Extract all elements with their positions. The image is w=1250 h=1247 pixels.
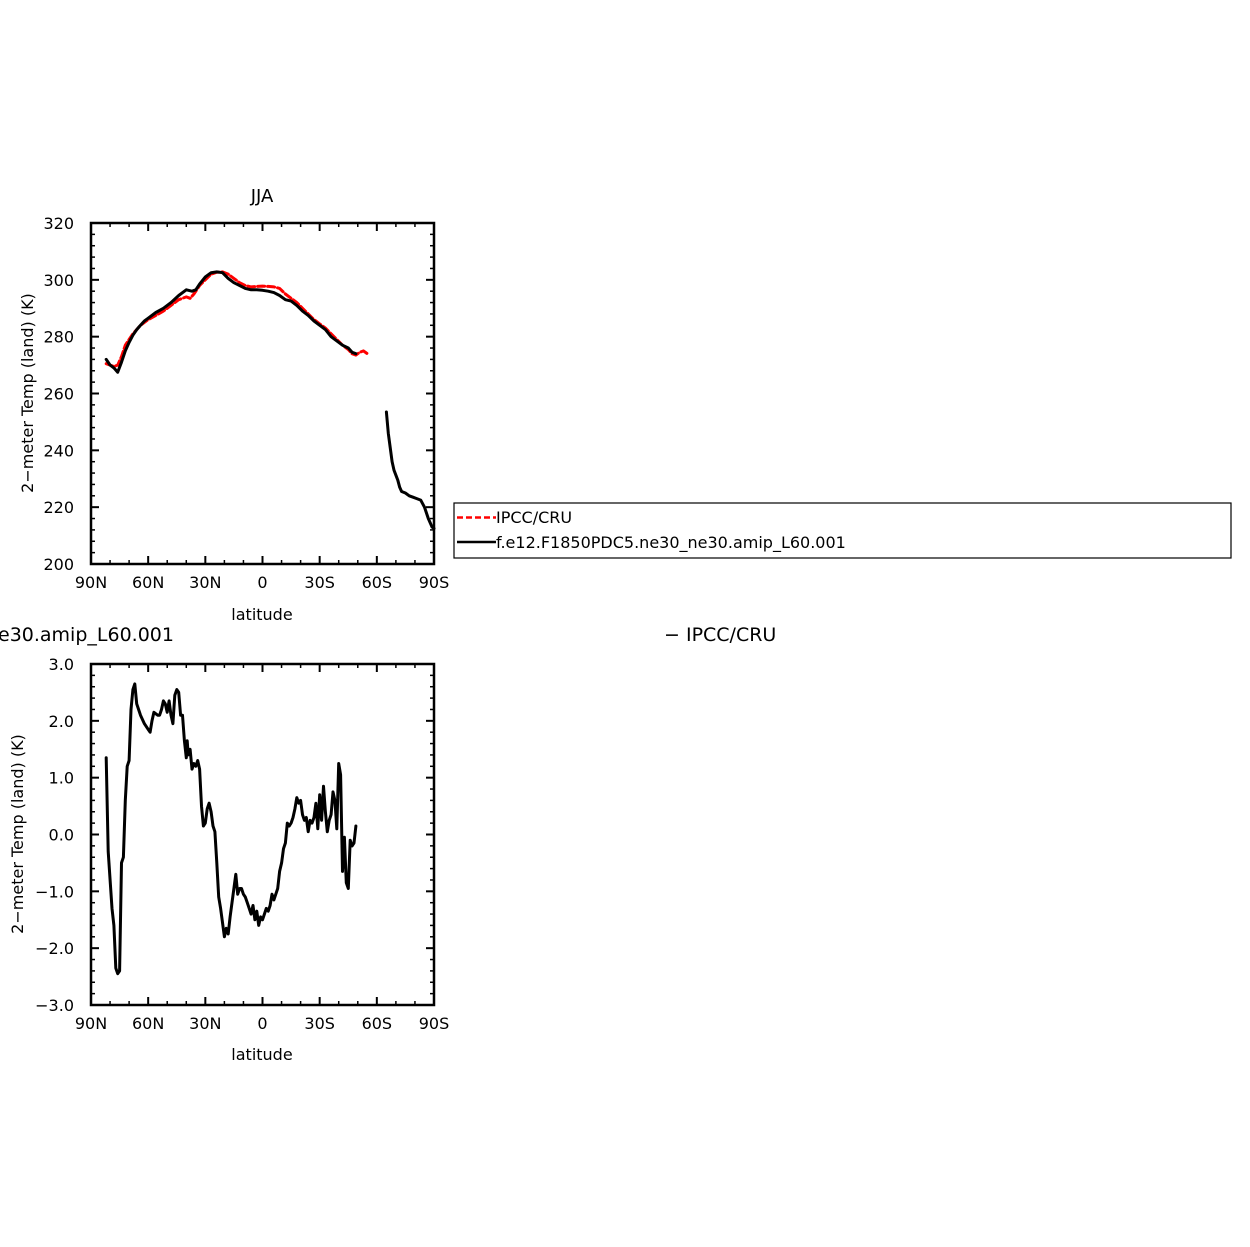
bottom-panel-title-right: − IPCC/CRU <box>664 624 776 646</box>
x-tick-label: 30N <box>189 573 221 592</box>
series-line-0-1 <box>384 410 436 530</box>
legend-label-ipcc: IPCC/CRU <box>496 508 572 527</box>
y-tick-label: 220 <box>43 498 74 517</box>
y-tick-label: 2.0 <box>49 712 74 731</box>
bottom-panel: e30.amip_L60.001 − IPCC/CRU 90N 60N 30N 0 30… <box>0 624 776 1064</box>
y-tick-label: 260 <box>43 385 74 404</box>
x-tick-label: 30S <box>304 1014 335 1033</box>
legend-box <box>453 502 1232 559</box>
x-tick-label: 60N <box>132 1014 164 1033</box>
y-tick-label: 1.0 <box>49 769 74 788</box>
y-tick-label: 300 <box>43 271 74 290</box>
x-tick-label: 30N <box>189 1014 221 1033</box>
x-tick-label: 0 <box>257 573 267 592</box>
y-tick-label: −1.0 <box>35 882 74 901</box>
top-panel-title: JJA <box>250 186 274 207</box>
top-x-axis-label: latitude <box>231 605 292 624</box>
legend: IPCC/CRU f.e12.F1850PDC5.ne30_ne30.amip_… <box>453 502 1232 559</box>
y-tick-label: 0.0 <box>49 826 74 845</box>
y-tick-label: 240 <box>43 441 74 460</box>
series-line-0-1 <box>104 270 358 374</box>
x-tick-label: 60N <box>132 573 164 592</box>
y-tick-label: 320 <box>43 214 74 233</box>
y-tick-label: 200 <box>43 555 74 574</box>
top-y-axis-label: 2−meter Temp (land) (K) <box>18 293 37 493</box>
x-tick-label: 90S <box>419 573 450 592</box>
y-tick-label: 280 <box>43 328 74 347</box>
series-line-1-0 <box>104 682 358 976</box>
x-tick-label: 90S <box>419 1014 450 1033</box>
x-tick-label: 90N <box>75 1014 107 1033</box>
y-tick-label: 3.0 <box>49 655 74 674</box>
bottom-panel-title-left: e30.amip_L60.001 <box>0 624 174 646</box>
x-tick-label: 60S <box>362 573 393 592</box>
x-tick-label: 0 <box>257 1014 267 1033</box>
bottom-x-axis-label: latitude <box>231 1045 292 1064</box>
legend-label-model: f.e12.F1850PDC5.ne30_ne30.amip_L60.001 <box>496 533 846 553</box>
top-panel: JJA 90N 60N 30N 0 30S 60S 90S 200 220 240 260 280 30… <box>18 186 449 624</box>
x-tick-label: 30S <box>304 573 335 592</box>
bottom-y-axis-label: 2−meter Temp (land) (K) <box>8 734 27 934</box>
x-tick-label: 90N <box>75 573 107 592</box>
bottom-plot-frame <box>89 662 436 1007</box>
y-tick-label: −3.0 <box>35 996 74 1015</box>
y-tick-label: −2.0 <box>35 939 74 958</box>
top-plot-frame <box>89 221 436 566</box>
x-tick-label: 60S <box>362 1014 393 1033</box>
